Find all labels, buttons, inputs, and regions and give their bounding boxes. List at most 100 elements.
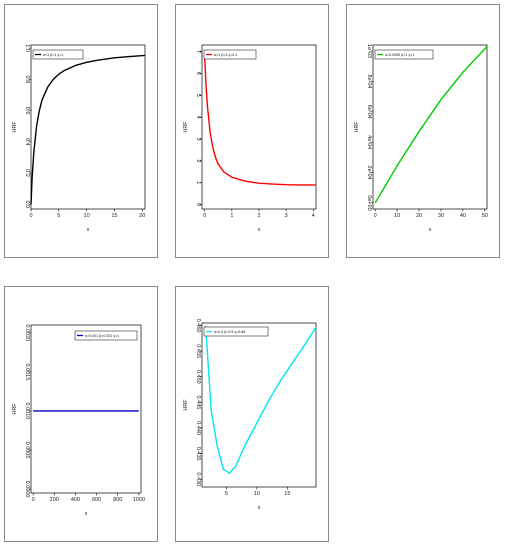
legend-label: α=1 β=1 γ=1 — [43, 53, 63, 57]
y-tick-label: 7 — [195, 50, 201, 53]
chart-panel-1: 0 5 10 15 20 0.0 0.2 0.4 0.6 0.8 1.0 x HRF α=1 β=1 γ=… — [4, 4, 158, 258]
x-tick-label: 20 — [139, 213, 145, 219]
x-tick-label: 0 — [374, 213, 377, 219]
x-tick-label: 0 — [32, 497, 35, 503]
y-axis-label: HRF — [12, 403, 18, 415]
chart-panel-2: 0 1 2 3 4 0 1 2 3 4 5 6 7 x HRF α=1 β=3 γ=0.1 — [175, 4, 329, 258]
legend-label: α=0.0005 β=1 γ=1 — [385, 53, 414, 57]
y-tick-label: 6 — [195, 72, 201, 75]
y-tick-label: 0.4 — [24, 138, 30, 146]
x-tick-label: 4 — [312, 213, 315, 219]
legend-box — [203, 49, 257, 60]
y-tick-label: 0.430 — [195, 472, 201, 486]
plot-frame — [372, 44, 488, 210]
legend-label: α=0.001 β=0.001 γ=1 — [85, 334, 119, 338]
x-axis-label: x — [258, 227, 261, 233]
x-axis-label: x — [258, 505, 261, 511]
x-tick-label: 0 — [203, 213, 206, 219]
y-tick-label: 8e-04 — [366, 74, 372, 88]
y-tick-label: 0.440 — [195, 421, 201, 435]
chart-svg-3: 0 10 20 30 40 50 0e+00 2e-04 4e-04 6e-04 8e-04 1e-0… — [354, 44, 488, 233]
x-tick-label: 1 — [230, 213, 233, 219]
y-tick-label: 0.2 — [24, 169, 30, 177]
y-axis-label: HRF — [183, 399, 189, 411]
x-tick-label: 10 — [254, 491, 260, 497]
x-tick-label: 2 — [257, 213, 260, 219]
legend-label: α=1 β=3 γ=0.1 — [214, 53, 237, 57]
chart-svg-5: 5 10 15 0.430 0.435 0.440 0.445 0.450 0.455 0.460… — [183, 319, 317, 511]
x-tick-label: 400 — [71, 497, 80, 503]
y-tick-label: 5 — [195, 94, 201, 97]
y-tick-label: 0.435 — [195, 447, 201, 461]
y-axis-label: HRF — [12, 121, 18, 133]
x-tick-label: 10 — [84, 213, 90, 219]
chart-panel-4: 0 200 400 600 800 1000 0.0000 0.0005 0.0010 0.001… — [4, 286, 158, 542]
legend: α=0.001 β=0.001 γ=1 — [74, 330, 138, 341]
x-tick-label: 1000 — [133, 497, 145, 503]
y-tick-label: 0.455 — [195, 344, 201, 358]
x-tick-label: 200 — [50, 497, 59, 503]
legend-box — [374, 49, 434, 60]
y-tick-label: 0.6 — [24, 107, 30, 115]
x-tick-label: 40 — [460, 213, 466, 219]
y-tick-label: 3 — [195, 137, 201, 140]
x-tick-label: 10 — [394, 213, 400, 219]
y-axis-label: HRF — [354, 121, 360, 133]
y-tick-label: 0.0015 — [24, 363, 30, 380]
legend: α=0.0005 β=1 γ=1 — [374, 49, 434, 60]
y-tick-label: 0 — [195, 203, 201, 206]
y-tick-label: 0e+00 — [366, 195, 372, 210]
series-line — [204, 325, 317, 474]
x-tick-label: 3 — [285, 213, 288, 219]
y-tick-label: 0.450 — [195, 370, 201, 384]
series-line — [204, 58, 316, 186]
x-tick-label: 15 — [284, 491, 290, 497]
y-tick-label: 2e-04 — [366, 166, 372, 180]
series-line — [374, 46, 488, 204]
y-tick-label: 0.0010 — [24, 403, 30, 420]
y-tick-label: 2 — [195, 159, 201, 162]
legend-box — [203, 326, 269, 337]
legend-label: α=0.5 β=0.5 γ=0.88 — [214, 330, 245, 334]
chart-svg-2: 0 1 2 3 4 0 1 2 3 4 5 6 7 x HRF α=1 β=3 γ=0.1 — [183, 44, 317, 233]
plot-frame — [30, 324, 142, 494]
chart-panel-3: 0 10 20 30 40 50 0e+00 2e-04 4e-04 6e-04 8e-04 1e-0… — [346, 4, 500, 258]
x-axis-label: x — [85, 511, 88, 517]
legend: α=1 β=1 γ=1 — [32, 49, 84, 60]
x-tick-label: 20 — [416, 213, 422, 219]
y-tick-label: 0.0000 — [24, 481, 30, 498]
x-tick-label: 800 — [113, 497, 122, 503]
y-tick-label: 0.0 — [24, 200, 30, 208]
y-tick-label: 0.0020 — [24, 324, 30, 341]
x-tick-label: 30 — [438, 213, 444, 219]
x-axis-label: x — [87, 227, 90, 233]
plot-frame — [201, 322, 317, 488]
y-tick-label: 0.445 — [195, 396, 201, 410]
plot-frame — [30, 44, 146, 210]
y-tick-label: 0.460 — [195, 319, 201, 333]
y-tick-label: 4e-04 — [366, 135, 372, 149]
legend: α=0.5 β=0.5 γ=0.88 — [203, 326, 269, 337]
x-tick-label: 50 — [482, 213, 488, 219]
x-tick-label: 600 — [92, 497, 101, 503]
y-axis-label: HRF — [183, 121, 189, 133]
y-tick-label: 0.0005 — [24, 442, 30, 459]
x-axis-label: x — [429, 227, 432, 233]
legend-box — [74, 330, 138, 341]
chart-svg-4: 0 200 400 600 800 1000 0.0000 0.0005 0.0010 0.001… — [12, 324, 145, 517]
x-tick-label: 0 — [29, 213, 32, 219]
y-tick-label: 1.0 — [24, 44, 30, 52]
x-tick-label: 5 — [225, 491, 228, 497]
series-line — [30, 54, 146, 205]
y-tick-label: 6e-04 — [366, 105, 372, 119]
legend: α=1 β=3 γ=0.1 — [203, 49, 257, 60]
x-tick-label: 5 — [57, 213, 60, 219]
chart-svg-1: 0 5 10 15 20 0.0 0.2 0.4 0.6 0.8 1.0 x HRF α=1 β=1 γ=… — [12, 44, 146, 233]
chart-panel-5: 5 10 15 0.430 0.435 0.440 0.445 0.450 0.455 0.460… — [175, 286, 329, 542]
y-tick-label: 1e-03 — [366, 44, 372, 58]
y-tick-label: 1 — [195, 181, 201, 184]
y-tick-label: 0.8 — [24, 76, 30, 84]
x-tick-label: 15 — [111, 213, 117, 219]
y-tick-label: 4 — [195, 116, 201, 119]
legend-box — [32, 49, 84, 60]
